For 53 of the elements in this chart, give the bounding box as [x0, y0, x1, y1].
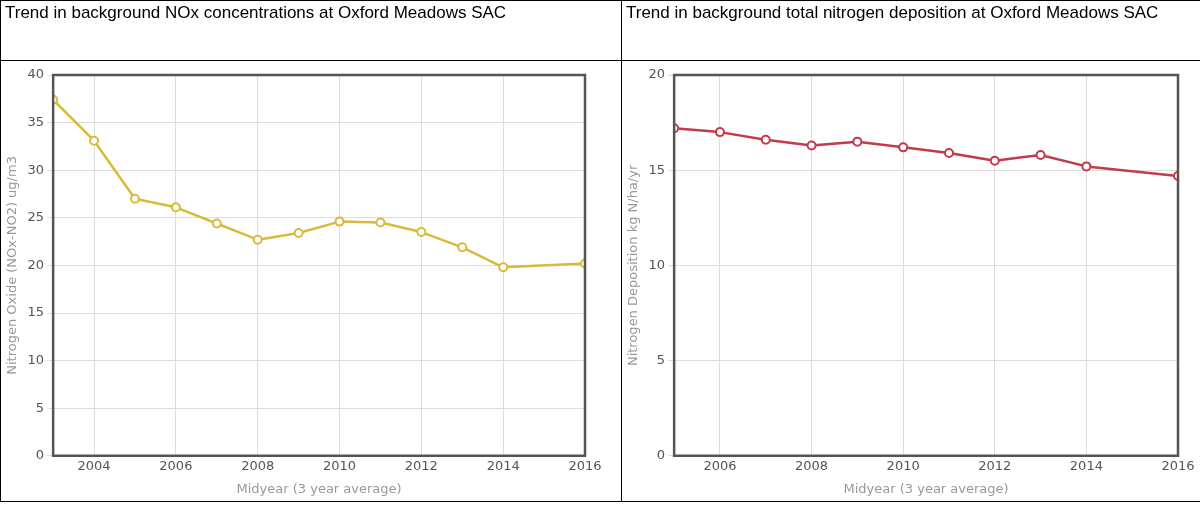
point — [89, 135, 100, 146]
point — [760, 134, 771, 145]
x-tick-label: 2010 — [886, 457, 920, 473]
point — [943, 148, 954, 159]
x-axis-title: Midyear (3 year average) — [236, 480, 402, 496]
y-tick-label: 25 — [27, 209, 45, 225]
point — [457, 242, 468, 253]
point — [375, 217, 386, 228]
y-axis-title: Nitrogen Oxide (NOx-NO2) ug/m3 — [4, 156, 20, 375]
y-tick-label: 40 — [27, 66, 45, 82]
y-tick-label: 15 — [648, 161, 666, 177]
point — [416, 227, 427, 238]
y-tick-label: 10 — [27, 351, 45, 367]
point — [1035, 149, 1046, 160]
x-tick-label: 2016 — [568, 457, 602, 473]
y-tick-label: 30 — [27, 161, 45, 177]
y-tick-label: 5 — [656, 351, 666, 367]
x-tick-label: 2012 — [404, 457, 438, 473]
point — [498, 262, 509, 273]
x-tick-label: 2012 — [978, 457, 1012, 473]
point — [252, 234, 263, 245]
point — [806, 140, 817, 151]
x-tick-label: 2006 — [703, 457, 737, 473]
x-tick-label: 2014 — [1069, 457, 1103, 473]
y-tick-label: 5 — [35, 399, 45, 415]
x-tick-label: 2008 — [795, 457, 829, 473]
point — [293, 228, 304, 239]
point — [852, 136, 863, 147]
x-tick-label: 2008 — [241, 457, 275, 473]
y-tick-label: 20 — [27, 256, 45, 272]
y-axis-title: Nitrogen Deposition kg N/ha/yr — [625, 164, 641, 367]
point — [898, 142, 909, 153]
x-axis-title: Midyear (3 year average) — [843, 480, 1009, 496]
x-tick-label: 2006 — [159, 457, 193, 473]
point — [989, 155, 1000, 166]
x-tick-label: 2004 — [77, 457, 111, 473]
y-tick-label: 0 — [35, 447, 45, 463]
point — [170, 202, 181, 213]
y-tick-label: 10 — [648, 256, 666, 272]
point — [714, 127, 725, 138]
point — [334, 216, 345, 227]
chart-title: Trend in background NOx concentrations at Oxford Meadows SAC — [0, 0, 622, 61]
y-tick-label: 15 — [27, 304, 45, 320]
x-tick-label: 2016 — [1161, 457, 1195, 473]
x-tick-label: 2010 — [322, 457, 357, 473]
point — [129, 193, 140, 204]
chart-title: Trend in background total nitrogen deposition at Oxford Meadows SAC — [621, 0, 1200, 61]
point — [1081, 161, 1092, 172]
point — [211, 218, 222, 229]
y-tick-label: 0 — [656, 447, 666, 463]
y-tick-label: 20 — [648, 66, 666, 82]
x-tick-label: 2014 — [486, 457, 520, 473]
y-tick-label: 35 — [27, 113, 45, 129]
